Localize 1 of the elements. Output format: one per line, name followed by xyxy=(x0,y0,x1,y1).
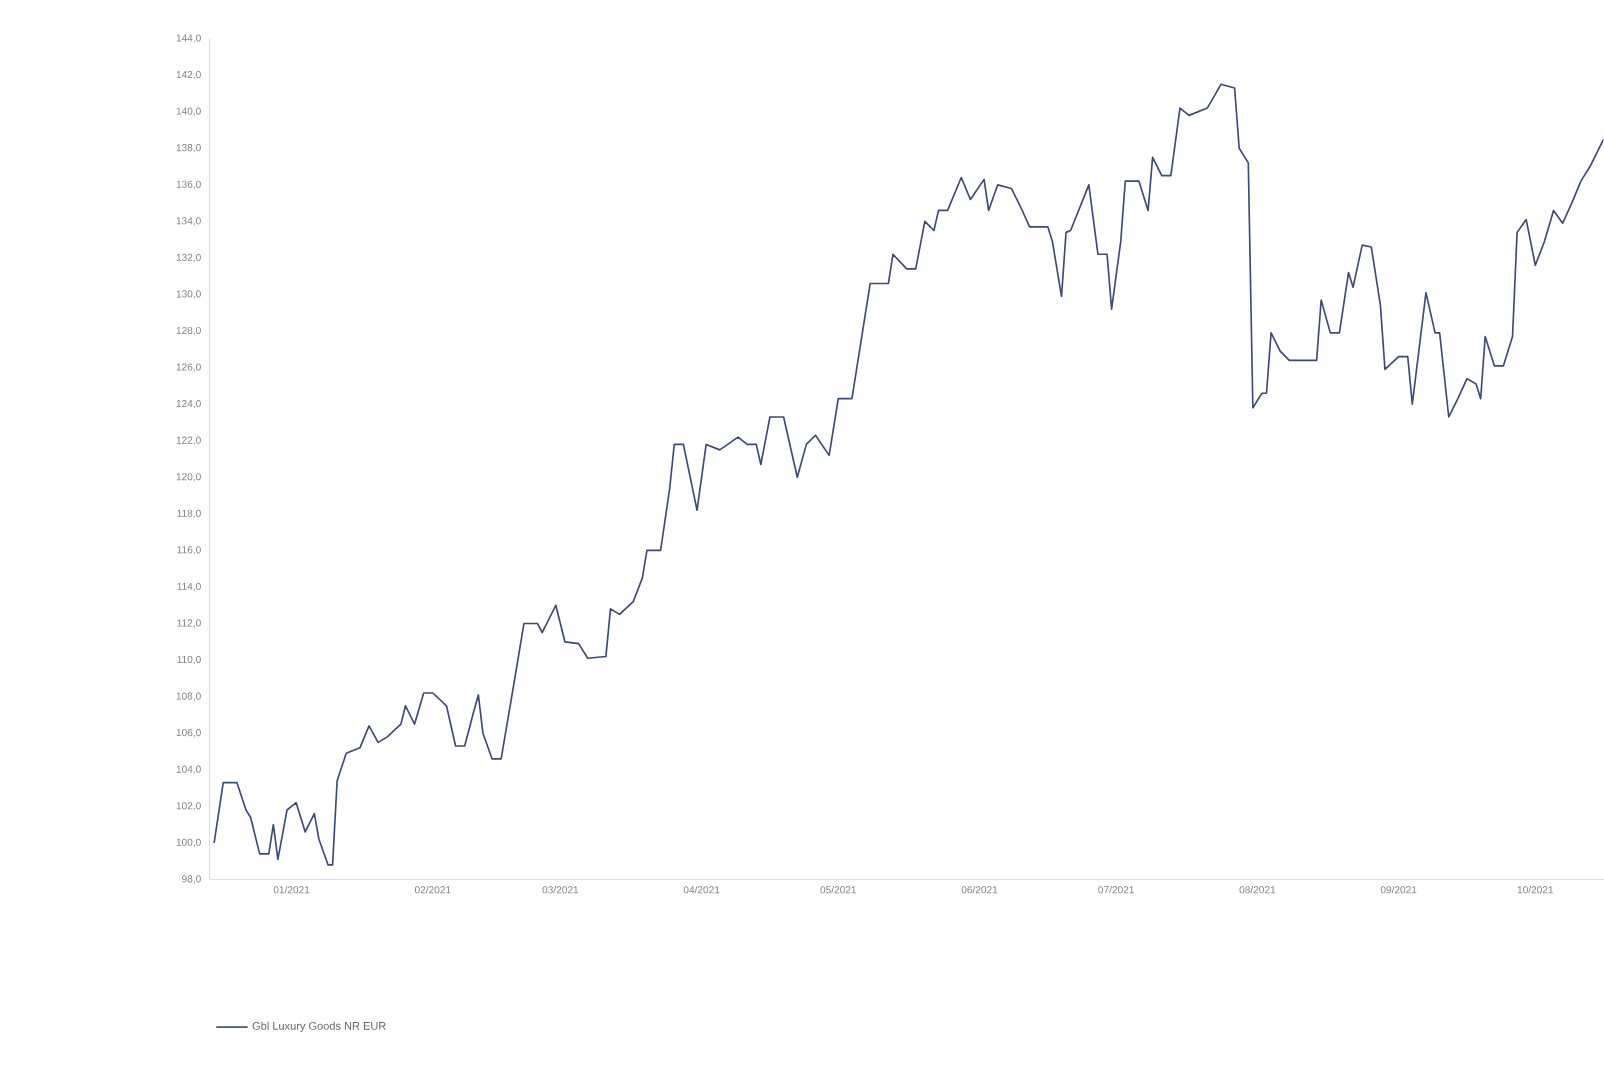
line-series xyxy=(213,83,1604,866)
